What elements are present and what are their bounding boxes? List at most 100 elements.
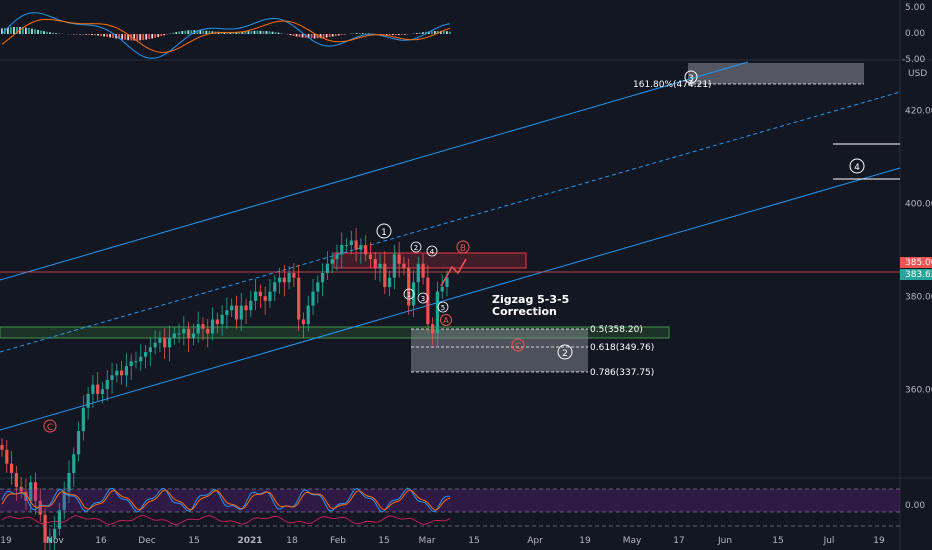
candle-body [402,263,406,269]
macd-hist-bar [1,28,3,34]
subwave-label-5: 5 [437,301,449,313]
macd-hist-bar [292,34,295,36]
macd-hist-bar [400,34,403,35]
candle-body [287,273,291,283]
macd-hist-bar [49,32,51,34]
candle-body [392,254,396,278]
stoch-band [0,489,900,512]
price-tick-5: 380.00 [905,292,932,302]
candle-body [215,319,219,325]
macd-hist-bar [235,31,238,34]
macd-hist-bar [289,34,292,36]
macd-hist-bar [121,34,124,40]
candle-body [115,370,119,376]
macd-hist-bar [157,34,160,37]
candle-body [148,347,152,353]
macd-hist-bar [184,30,187,34]
last-price-tag-bg [900,269,932,280]
candle-body [268,291,272,301]
macd-hist-bar [307,34,310,39]
macd-hist-bar [85,34,87,35]
candle-body [38,500,42,515]
candle-body [72,454,76,473]
price-tick-4: 400.00 [905,199,932,209]
svg-text:2: 2 [414,244,418,252]
macd-hist-bar [190,30,193,34]
macd-hist-bar [286,34,289,35]
candle-body [24,491,28,501]
macd-hist-bar [298,34,301,38]
macd-hist-bar [397,34,400,36]
svg-text:4: 4 [430,248,435,256]
channel-mid-line [0,91,901,353]
price-tick-3: 420.00 [905,106,932,116]
macd-hist-bar [163,34,166,36]
candle-body [416,263,420,283]
macd-hist-bar [322,34,325,38]
macd-hist-bar [295,34,298,37]
macd-hist-bar [313,34,316,39]
candle-body [129,361,133,366]
macd-hist-bar [136,34,139,41]
macd-hist-bar [427,31,430,34]
candle-body [110,375,114,380]
candle-body [57,510,62,529]
candle-body [5,449,9,464]
macd-hist-bar [250,31,253,34]
candle-body [301,319,306,325]
stoch-rsi-line [1,515,451,525]
macd-hist-bar [325,34,328,38]
channel-lower-line [0,167,901,431]
time-tick-7: Feb [330,536,346,546]
macd-hist-bar [391,34,394,36]
candle-body [306,305,310,325]
macd-hist-bar [199,30,202,34]
macd-hist-bar [196,30,199,34]
time-tick-2: 16 [95,536,107,546]
candle-body [277,277,282,283]
macd-hist-bar [449,31,451,34]
candle-body [258,291,262,297]
subwave-label-1: 1 [403,288,415,300]
macd-hist-bar [82,34,84,35]
macd-hist-bar [385,34,388,35]
candle-body [153,342,157,348]
candle-body [177,333,181,335]
macd-hist-bar [367,33,370,34]
macd-hist-bar [244,31,247,34]
candle-body [383,263,387,287]
macd-hist-bar [151,34,154,39]
macd-hist-bar [433,31,436,34]
stoch-lines [1,487,451,525]
candle-body [29,482,33,501]
macd-hist-bar [202,30,205,34]
macd-tick-0: 0.00 [905,29,925,39]
candle-body [62,491,66,511]
macd-hist-bar [208,31,211,34]
candle-body [33,482,38,501]
time-tick-5: 2021 [237,536,262,546]
stoch-d-line [1,489,451,511]
svg-text:C: C [515,342,521,352]
candle-body [124,366,129,376]
time-tick-14: 17 [673,536,684,546]
macd-hist-bar [241,31,244,34]
candle-body [344,245,349,247]
macd-line [1,12,451,59]
candle-body [316,282,320,292]
candle-body [273,282,277,292]
macd-hist-bar [88,34,90,35]
candle-body [431,324,435,334]
svg-text:3: 3 [688,74,694,84]
fib-label-0.786: 0.786(337.75) [590,368,654,378]
macd-hist-bar [127,34,130,41]
fib-label-0.618: 0.618(349.76) [590,343,654,353]
candle-body [14,472,18,487]
candle-body [67,472,71,492]
macd-hist-bar [7,27,9,34]
macd-hist-bar [112,34,115,38]
candle-body [182,328,186,334]
time-tick-16: 15 [772,536,783,546]
svg-text:1: 1 [407,291,411,299]
